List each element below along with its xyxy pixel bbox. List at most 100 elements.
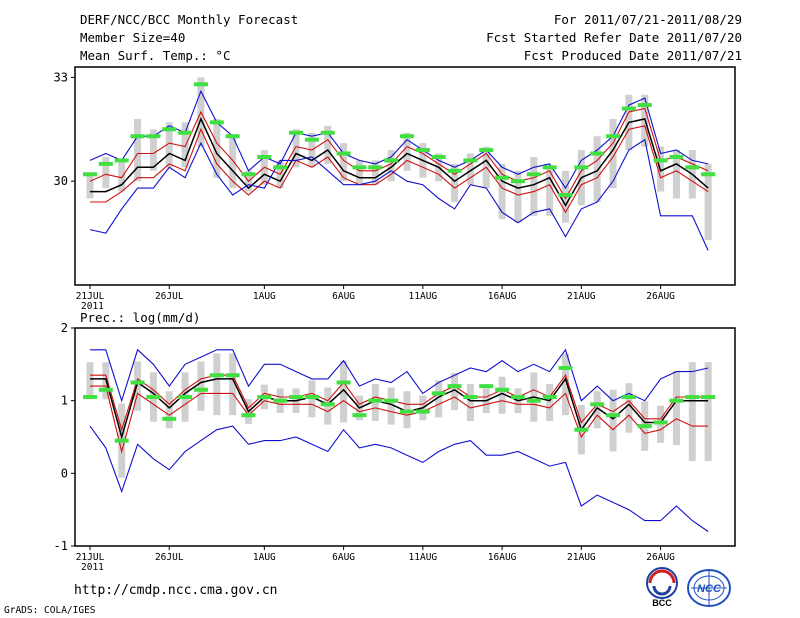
- temp-x-tick-label: 21AUG: [567, 291, 596, 302]
- prec-median-marker: [273, 398, 288, 403]
- temp-member-bar: [609, 118, 617, 189]
- prec-median-marker: [178, 395, 193, 400]
- prec-x-tick-label: 6AUG: [332, 552, 355, 563]
- prec-median-marker: [83, 395, 97, 400]
- temp-median-marker: [193, 82, 208, 87]
- temp-member-bar: [324, 125, 332, 164]
- temp-median-marker: [510, 179, 525, 184]
- temp-median-marker: [606, 134, 621, 139]
- temp-upper-line: [89, 107, 709, 200]
- temp-median-marker: [463, 158, 478, 163]
- prec-median-marker: [415, 409, 430, 414]
- prec-member-bar: [562, 353, 569, 416]
- temp-member-bar: [165, 122, 173, 168]
- prec-x-tick-label: 1AUG: [253, 552, 276, 563]
- temp-x-tick-label: 26AUG: [646, 291, 675, 302]
- temp-member-bar: [181, 122, 189, 168]
- prec-median-marker: [463, 395, 478, 400]
- temp-median-marker: [415, 148, 430, 153]
- temp-x-tick-label: 26JUL: [155, 291, 184, 302]
- prec-panel-title: Prec.: log(mm/d): [80, 310, 200, 325]
- prec-member-bar: [704, 362, 712, 461]
- temp-max-line: [89, 89, 709, 190]
- prec-median-marker: [431, 391, 446, 396]
- prec-member-bar: [593, 391, 601, 429]
- temp-member-bar: [355, 160, 363, 185]
- temp-median-marker: [447, 168, 462, 173]
- prec-x-tick-label: 11AUG: [409, 552, 438, 563]
- temp-median-marker: [352, 165, 367, 170]
- temp-median-marker: [257, 154, 272, 159]
- prec-median-marker: [479, 384, 494, 389]
- temp-member-bar: [387, 150, 395, 182]
- prec-member-bar: [609, 389, 617, 452]
- prec-median-marker: [336, 380, 351, 385]
- temp-median-marker: [178, 130, 193, 135]
- temp-member-bar: [514, 170, 522, 223]
- prec-x-tick-label: 26AUG: [646, 552, 675, 563]
- prec-median-marker: [130, 380, 145, 385]
- temp-median-marker: [98, 161, 113, 166]
- temp-mean-line: [90, 116, 709, 207]
- temp-median-marker: [336, 151, 351, 156]
- prec-median-marker: [495, 387, 510, 392]
- prec-median-marker: [574, 427, 589, 432]
- member-size: Member Size=40: [80, 30, 186, 45]
- temp-median-marker: [479, 148, 494, 153]
- temp-member-bar: [149, 129, 157, 171]
- prec-median-marker: [352, 413, 367, 418]
- temp-median-marker: [241, 172, 256, 177]
- forecast-start-date: Fcst Started Refer Date 2011/07/20: [486, 30, 742, 45]
- temp-median-marker: [621, 106, 636, 111]
- temp-median-marker: [368, 165, 383, 170]
- prec-median-marker: [146, 395, 161, 400]
- temp-median-marker: [304, 137, 319, 142]
- prec-median-marker: [304, 395, 319, 400]
- temp-median-marker: [384, 158, 399, 163]
- prec-member-bar: [435, 380, 443, 418]
- prec-x-tick-label: 2011: [81, 562, 104, 573]
- temp-median-marker: [701, 172, 716, 177]
- prec-median-marker: [621, 395, 636, 400]
- prec-median-marker: [606, 413, 621, 418]
- temp-median-marker: [320, 130, 335, 135]
- bcc-logo: BCC: [640, 566, 684, 608]
- prec-member-bar: [197, 361, 205, 411]
- prec-member-bar: [165, 391, 173, 429]
- temp-x-tick-label: 21JUL: [76, 291, 105, 302]
- prec-median-marker: [685, 395, 700, 400]
- temp-member-bar: [403, 132, 411, 171]
- grads-credit: GrADS: COLA/IGES: [4, 605, 96, 616]
- prec-member-bar: [340, 360, 348, 423]
- temp-median-marker: [590, 151, 605, 156]
- temp-median-marker: [637, 103, 652, 108]
- chart-title: DERF/NCC/BCC Monthly Forecast: [80, 12, 299, 27]
- temp-member-bar: [134, 118, 142, 182]
- temp-member-bar: [229, 136, 237, 189]
- temp-lower-line: [90, 125, 709, 214]
- temp-x-tick-label: 1AUG: [253, 291, 276, 302]
- temp-member-bar: [593, 136, 601, 202]
- temp-frame: [74, 66, 736, 286]
- prec-member-bar: [387, 387, 395, 425]
- prec-member-bar: [229, 353, 237, 416]
- temp-median-marker: [162, 127, 177, 132]
- prec-member-bar: [688, 362, 696, 461]
- prec-member-bar: [451, 373, 459, 411]
- prec-median-marker: [289, 395, 304, 400]
- temp-member-bar: [704, 163, 712, 241]
- forecast-period: For 2011/07/21-2011/08/29: [553, 12, 742, 27]
- temp-median-marker: [146, 134, 161, 139]
- prec-x-tick-label: 21JUL: [76, 552, 105, 563]
- temp-member-bar: [118, 160, 126, 192]
- temp-member-bar: [530, 156, 538, 216]
- prec-median-marker: [384, 398, 399, 403]
- temp-median-marker: [400, 134, 414, 139]
- prec-median-marker: [637, 424, 652, 429]
- prec-x-tick-label: 21AUG: [567, 552, 596, 563]
- footer-url[interactable]: http://cmdp.ncc.cma.gov.cn: [74, 583, 278, 598]
- prec-member-bar: [213, 353, 221, 416]
